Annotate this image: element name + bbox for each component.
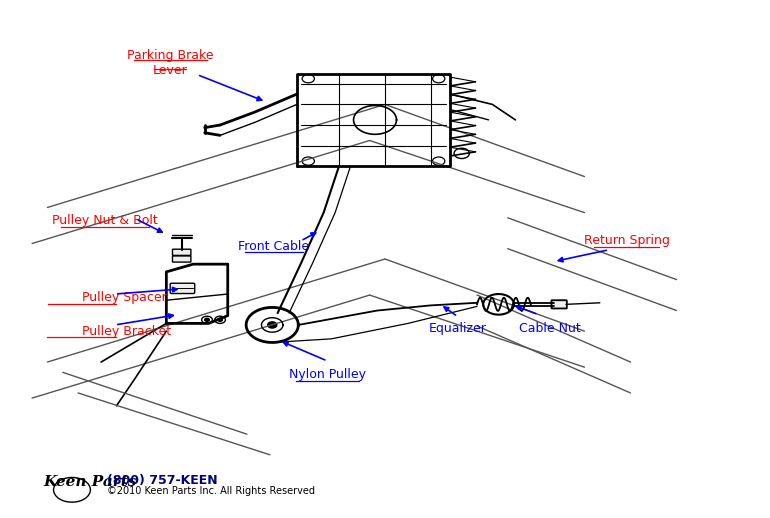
FancyBboxPatch shape	[172, 249, 191, 255]
FancyBboxPatch shape	[170, 283, 195, 294]
Text: Equalizer: Equalizer	[429, 322, 487, 335]
FancyBboxPatch shape	[551, 300, 567, 308]
Text: (800) 757-KEEN: (800) 757-KEEN	[107, 474, 218, 487]
Text: ©2010 Keen Parts Inc. All Rights Reserved: ©2010 Keen Parts Inc. All Rights Reserve…	[107, 486, 315, 496]
FancyBboxPatch shape	[172, 256, 191, 262]
Text: Parking Brake
Lever: Parking Brake Lever	[127, 49, 213, 77]
Text: Pulley Bracket: Pulley Bracket	[82, 325, 171, 338]
Circle shape	[205, 318, 209, 321]
Text: Front Cable: Front Cable	[238, 240, 310, 253]
Text: Keen Parts: Keen Parts	[44, 474, 137, 488]
Text: Return Spring: Return Spring	[584, 235, 670, 248]
Text: Pulley Spacer: Pulley Spacer	[82, 291, 166, 304]
Circle shape	[218, 318, 223, 321]
Circle shape	[268, 322, 277, 328]
Text: Nylon Pulley: Nylon Pulley	[289, 368, 366, 381]
Text: Pulley Nut & Bolt: Pulley Nut & Bolt	[52, 214, 158, 227]
Text: Cable Nut: Cable Nut	[519, 322, 581, 335]
